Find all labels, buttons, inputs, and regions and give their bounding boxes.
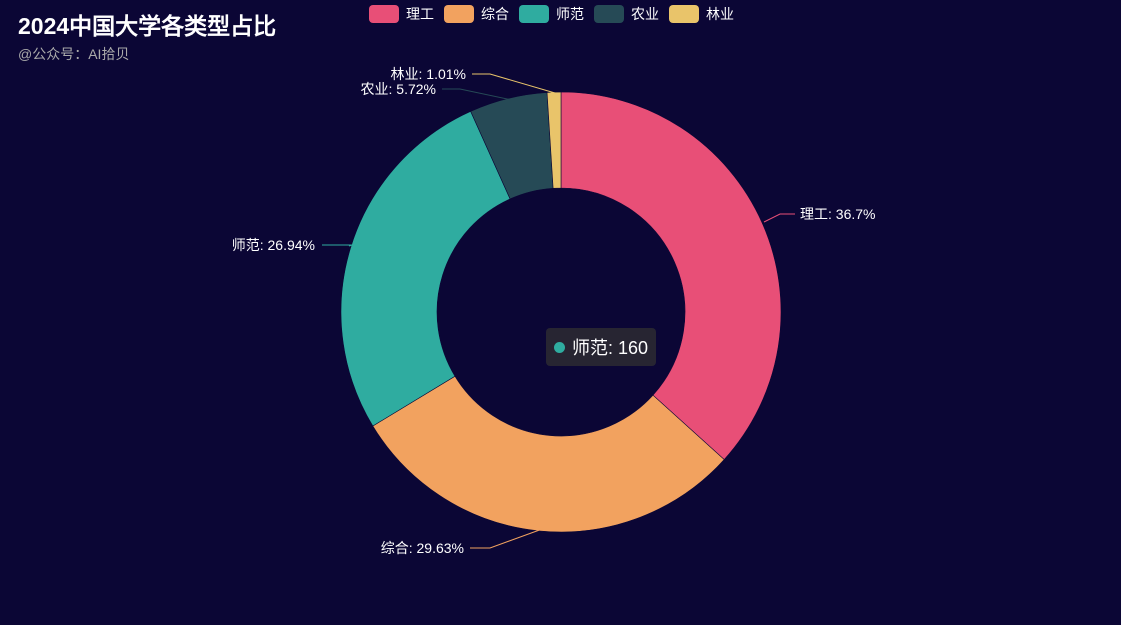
tooltip-text: 师范: 160 [572, 338, 649, 358]
pie-slice-2[interactable] [340, 111, 511, 427]
legend-swatch [594, 5, 624, 23]
legend-swatch [669, 5, 699, 23]
legend-swatch [444, 5, 474, 23]
leader-line-2 [322, 244, 353, 247]
legend-label: 综合 [481, 6, 509, 22]
legend-label: 师范 [556, 6, 584, 22]
legend-swatch [369, 5, 399, 23]
chart-subtitle: @公众号：AI拾贝 [18, 46, 130, 62]
pie-slice-0[interactable] [560, 91, 782, 460]
slice-label-0: 理工: 36.7% [800, 206, 875, 222]
chart-title: 2024中国大学各类型占比 [18, 13, 277, 39]
legend-item-zonghe[interactable]: 综合 [444, 4, 509, 24]
slice-label-3: 农业: 5.72% [361, 81, 436, 97]
legend: 理工 综合 师范 农业 林业 [369, 4, 744, 24]
legend-label: 农业 [631, 6, 659, 22]
legend-item-shifan[interactable]: 师范 [519, 4, 584, 24]
leader-line-3 [442, 88, 513, 101]
tooltip: 师范: 160 [546, 328, 657, 366]
legend-item-linye[interactable]: 林业 [669, 4, 734, 24]
slice-label-2: 师范: 26.94% [232, 237, 315, 253]
leader-line-0 [763, 213, 795, 223]
leader-line-4 [472, 73, 556, 94]
tooltip-dot [554, 341, 565, 353]
legend-swatch [519, 5, 549, 23]
slice-label-1: 综合: 29.63% [381, 540, 464, 556]
legend-item-ligong[interactable]: 理工 [369, 4, 434, 24]
pie-slice-1[interactable] [372, 375, 725, 533]
legend-label: 林业 [706, 6, 734, 22]
slice-label-4: 林业: 1.01% [391, 66, 466, 82]
leader-line-1 [470, 527, 546, 549]
legend-item-nongye[interactable]: 农业 [594, 4, 659, 24]
legend-label: 理工 [406, 6, 434, 22]
